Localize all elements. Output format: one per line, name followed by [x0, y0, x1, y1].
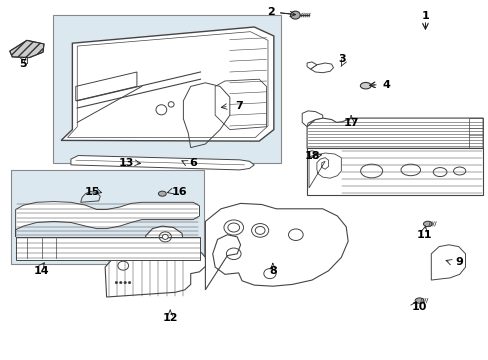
Polygon shape [310, 63, 333, 73]
Polygon shape [306, 148, 482, 195]
Polygon shape [16, 237, 199, 260]
Text: 5: 5 [20, 59, 27, 69]
Text: 16: 16 [172, 186, 187, 197]
Ellipse shape [423, 221, 431, 227]
Ellipse shape [414, 298, 423, 303]
Ellipse shape [124, 282, 126, 284]
Text: 10: 10 [411, 302, 427, 312]
Text: 13: 13 [118, 158, 134, 168]
Text: 9: 9 [455, 257, 463, 267]
Ellipse shape [360, 82, 370, 89]
Text: 17: 17 [343, 118, 358, 128]
Ellipse shape [290, 11, 300, 19]
Ellipse shape [227, 223, 239, 232]
Polygon shape [205, 203, 347, 290]
Ellipse shape [158, 191, 166, 196]
Ellipse shape [128, 282, 131, 284]
Polygon shape [306, 62, 316, 69]
Text: 8: 8 [268, 266, 276, 276]
Text: 6: 6 [189, 158, 197, 168]
Text: 14: 14 [34, 266, 49, 276]
Polygon shape [105, 226, 205, 297]
Bar [53, 15, 281, 163]
Polygon shape [16, 202, 199, 237]
Text: 4: 4 [382, 80, 389, 90]
Polygon shape [71, 156, 254, 170]
Ellipse shape [119, 282, 122, 284]
Ellipse shape [115, 282, 117, 284]
Text: 7: 7 [235, 101, 243, 111]
Polygon shape [302, 111, 322, 127]
Polygon shape [10, 40, 44, 58]
Text: 18: 18 [304, 150, 319, 161]
Text: 2: 2 [267, 6, 275, 17]
Polygon shape [61, 27, 273, 141]
Text: 3: 3 [338, 54, 346, 64]
Text: 1: 1 [421, 11, 428, 21]
Text: 15: 15 [84, 186, 100, 197]
Ellipse shape [162, 234, 168, 239]
Bar [11, 170, 204, 264]
Polygon shape [306, 118, 482, 148]
Polygon shape [430, 245, 465, 280]
Text: 12: 12 [162, 312, 178, 323]
Text: 11: 11 [416, 230, 431, 240]
Ellipse shape [255, 226, 264, 234]
